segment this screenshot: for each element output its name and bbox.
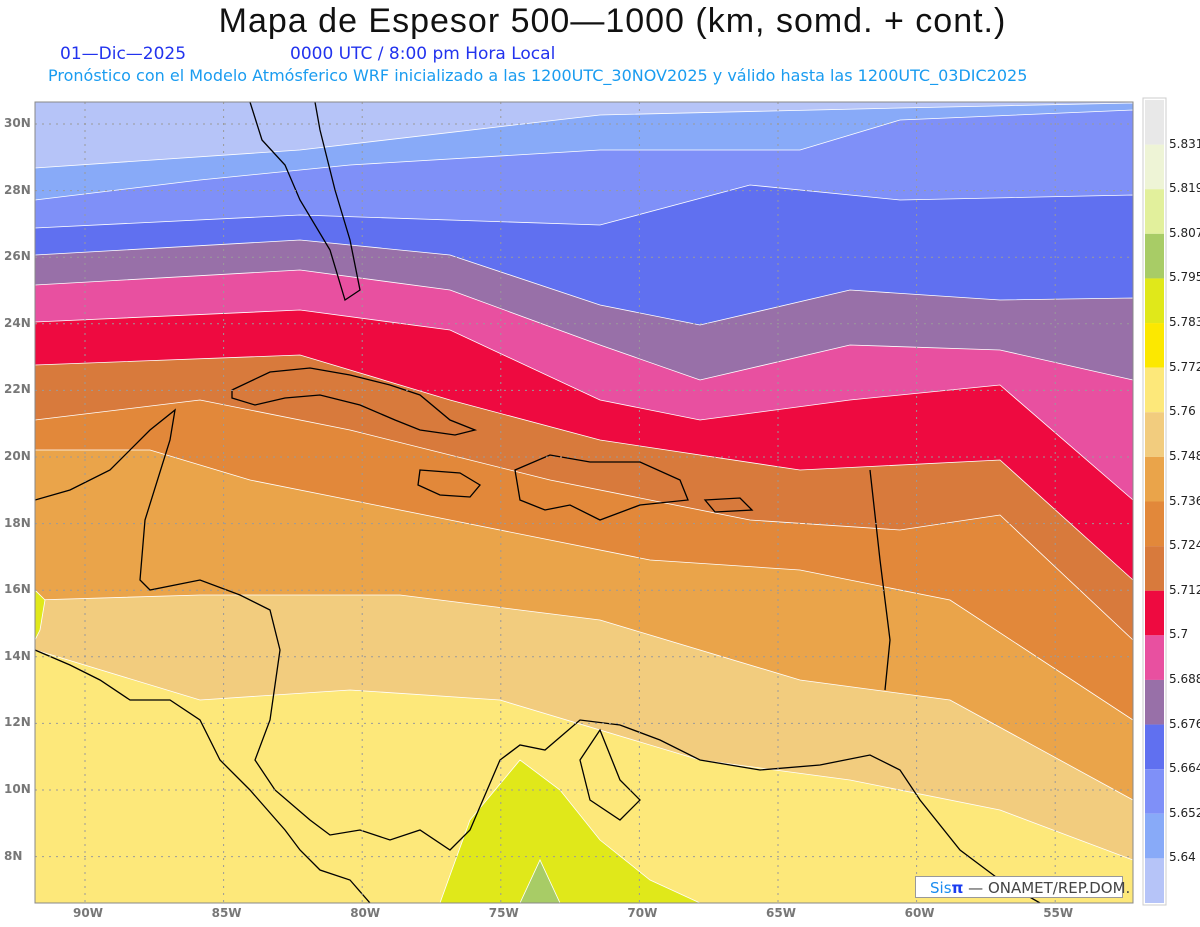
thickness-bands [35, 102, 1133, 903]
colorbar-swatch [1145, 323, 1164, 368]
lat-label: 8N [4, 848, 23, 863]
credit-box: Sisπ — ONAMET/REP.DOM. [915, 876, 1130, 898]
colorbar-label: 5.736 [1169, 493, 1200, 508]
map-title: Mapa de Espesor 500—1000 (km, somd. + co… [218, 2, 1007, 40]
colorbar-swatch [1145, 501, 1164, 547]
colorbar-swatch [1145, 590, 1164, 636]
colorbar-swatch [1145, 858, 1164, 903]
map-frame [34, 101, 1134, 904]
colorbar-swatch [1145, 546, 1164, 591]
colorbar-label: 5.688 [1169, 671, 1200, 686]
credit-text: — ONAMET/REP.DOM. [968, 879, 1131, 897]
colorbar-label: 5.724 [1169, 538, 1200, 553]
lon-label: 60W [904, 906, 935, 920]
lat-label: 16N [4, 582, 31, 597]
colorbar-label: 5.783 [1169, 315, 1200, 330]
lon-label: 80W [350, 906, 381, 920]
colorbar-swatch [1145, 367, 1164, 413]
colorbar-swatch [1145, 456, 1164, 502]
colorbar-swatch [1145, 813, 1164, 859]
colorbar-swatch [1145, 724, 1164, 770]
lat-label: 24N [4, 315, 31, 330]
colorbar-label: 5.772 [1169, 359, 1200, 374]
lat-label: 18N [4, 515, 31, 530]
colorbar-swatch [1145, 278, 1164, 324]
lon-label: 90W [73, 906, 103, 920]
lon-label: 65W [766, 906, 796, 920]
brand-sis: Sis [930, 879, 952, 897]
forecast-time: 0000 UTC / 8:00 pm Hora Local [290, 44, 556, 64]
colorbar-label: 5.76 [1169, 404, 1196, 419]
lat-label: 30N [4, 116, 31, 130]
colorbar-swatch [1145, 144, 1164, 190]
colorbar-label: 5.64 [1169, 850, 1196, 865]
lon-label: 55W [1043, 906, 1074, 920]
coastlines [35, 102, 1041, 903]
thickness-band [35, 589, 46, 641]
lon-label: 85W [211, 906, 242, 920]
colorbar-label: 5.712 [1169, 582, 1200, 597]
colorbar-label: 5.748 [1169, 448, 1200, 463]
forecast-date: 01—Dic—2025 [60, 44, 187, 64]
colorbar-swatch [1145, 635, 1164, 680]
colorbar-label: 5.795 [1169, 270, 1200, 285]
lon-label: 70W [627, 906, 658, 920]
model-description: Pronóstico con el Modelo Atmósferico WRF… [48, 66, 1028, 85]
thickness-band [519, 859, 561, 903]
lat-label: 14N [4, 648, 31, 663]
brand-pi: π [951, 879, 964, 897]
lat-label: 12N [4, 715, 31, 730]
colorbar-swatch [1145, 679, 1164, 725]
colorbar-label: 5.664 [1169, 761, 1200, 776]
colorbar-label: 5.7 [1169, 627, 1189, 642]
colorbar-label: 5.819 [1169, 181, 1200, 196]
lat-label: 22N [4, 382, 31, 397]
colorbar-label: 5.676 [1169, 716, 1200, 731]
lat-label: 28N [4, 182, 31, 197]
colorbar-label: 5.831 [1169, 136, 1200, 151]
colorbar-swatch [1145, 412, 1164, 457]
colorbar-label: 5.807 [1169, 225, 1200, 240]
colorbar-swatch [1145, 100, 1164, 145]
lon-label: 75W [488, 906, 519, 920]
graticule [35, 102, 1133, 903]
lat-label: 10N [4, 782, 31, 796]
colorbar-swatch [1145, 189, 1164, 234]
lat-label: 26N [4, 249, 31, 264]
colorbar [1142, 97, 1167, 906]
colorbar-swatch [1145, 233, 1164, 279]
colorbar-swatch [1145, 769, 1164, 814]
lat-label: 20N [4, 449, 31, 463]
colorbar-label: 5.652 [1169, 805, 1200, 820]
